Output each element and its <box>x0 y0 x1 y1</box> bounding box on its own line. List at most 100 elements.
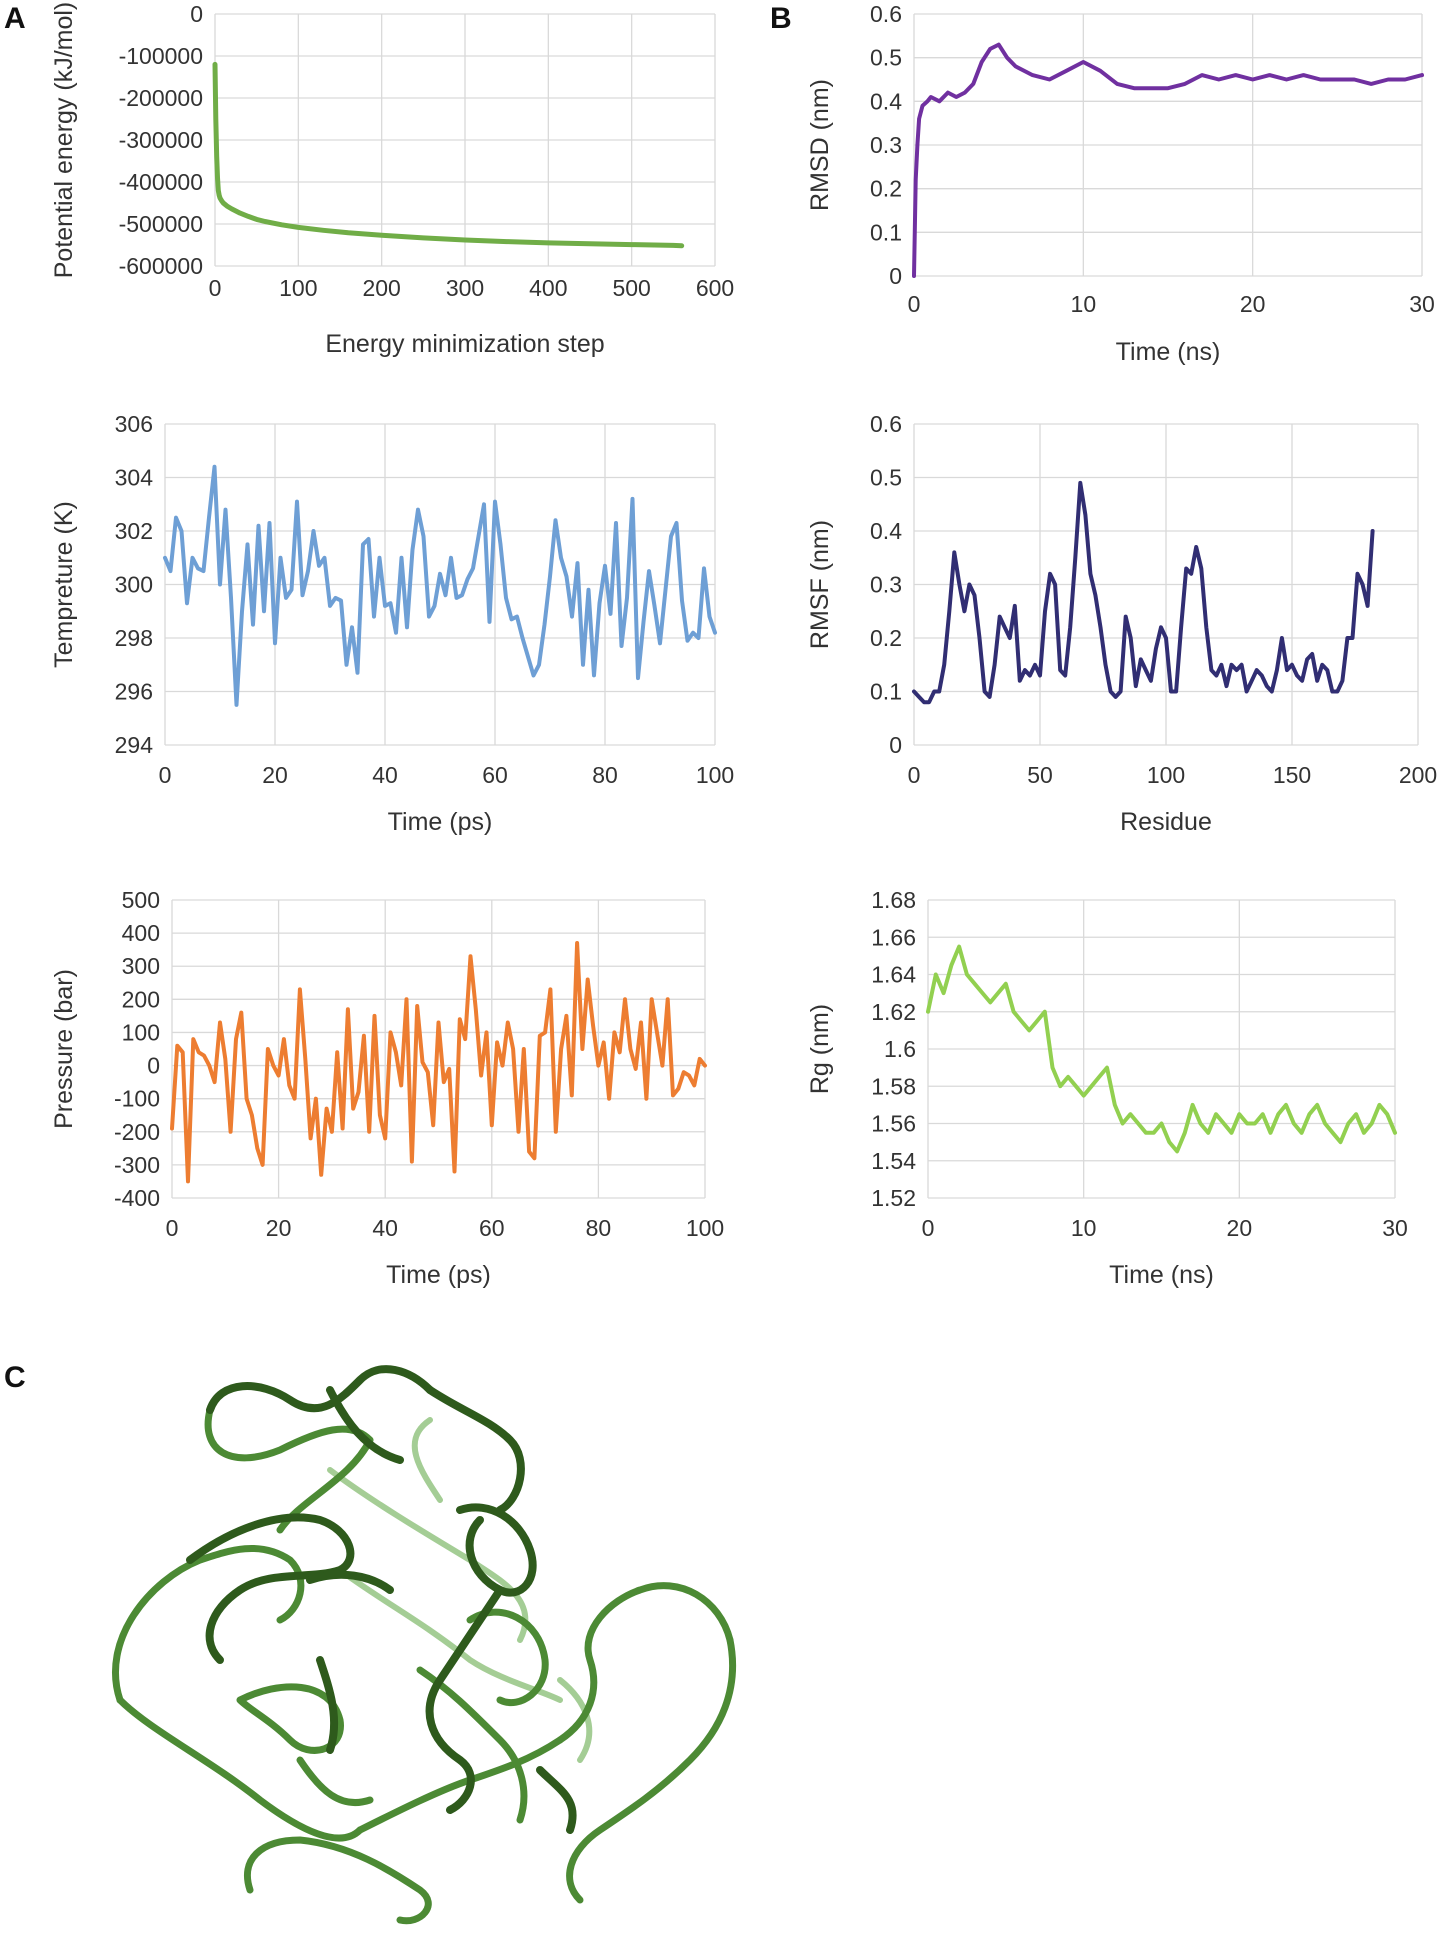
y-axis-label: Potential energy (kJ/mol) <box>50 2 78 279</box>
y-tick-label: 1.66 <box>871 924 916 950</box>
series-line <box>912 42 1424 278</box>
y-tick-label: 0 <box>889 263 902 289</box>
x-tick-label: 100 <box>686 1215 724 1241</box>
x-axis-label: Residue <box>1120 808 1212 836</box>
x-tick-label: 30 <box>1409 291 1435 317</box>
x-tick-label: 0 <box>209 275 222 301</box>
x-tick-label: 0 <box>908 291 921 317</box>
x-axis-label: Energy minimization step <box>325 330 604 358</box>
y-tick-label: 296 <box>115 679 153 705</box>
energy-chart: 0 100 200 300 400 500 600 0 -100000 -200000 -30000… <box>50 1 734 358</box>
y-tick-label: 1.54 <box>871 1148 916 1174</box>
y-tick-label: 0.1 <box>870 219 902 245</box>
y-tick-label: 0.5 <box>870 45 902 71</box>
y-tick-label: 1.64 <box>871 962 916 988</box>
y-tick-label: 200 <box>122 986 160 1012</box>
x-axis-label: Time (ps) <box>388 808 493 836</box>
pressure-chart: 0 20 40 60 80 100 -400 -300 -200 -100 0 100 200 300 40… <box>50 887 724 1289</box>
y-tick-label: 0.4 <box>870 88 902 114</box>
y-tick-label: 0.4 <box>870 518 902 544</box>
y-tick-label: 0.6 <box>870 1 902 27</box>
x-tick-label: 150 <box>1273 762 1311 788</box>
x-tick-label: 60 <box>482 762 508 788</box>
x-tick-label: 60 <box>479 1215 505 1241</box>
y-tick-label: 300 <box>115 572 153 598</box>
y-tick-label: 1.6 <box>884 1036 916 1062</box>
y-tick-label: 0 <box>147 1053 160 1079</box>
y-axis-label: RMSD (nm) <box>806 79 834 211</box>
temperature-chart: 0 20 40 60 80 100 294 296 298 300 302 304 306 Time (p… <box>50 411 734 836</box>
y-tick-label: -300 <box>114 1152 160 1178</box>
y-tick-label: 298 <box>115 625 153 651</box>
x-tick-label: 300 <box>446 275 484 301</box>
x-tick-label: 400 <box>529 275 567 301</box>
y-tick-label: -200 <box>114 1119 160 1145</box>
y-tick-label: 1.56 <box>871 1111 916 1137</box>
rmsf-chart: 0 50 100 150 200 0 0.1 0.2 0.3 0.4 0.5 0.6 Residue RM… <box>806 411 1437 836</box>
x-tick-label: 200 <box>1399 762 1437 788</box>
y-axis-label: RMSF (nm) <box>806 520 834 649</box>
y-tick-label: 0.3 <box>870 572 902 598</box>
y-tick-label: 0.1 <box>870 679 902 705</box>
y-tick-label: -100 <box>114 1086 160 1112</box>
x-axis-label: Time (ps) <box>386 1261 491 1289</box>
series-line <box>170 941 707 1184</box>
series-line <box>212 61 685 249</box>
y-tick-label: 300 <box>122 953 160 979</box>
x-tick-label: 50 <box>1027 762 1053 788</box>
y-tick-label: 306 <box>115 411 153 437</box>
y-tick-label: 0.2 <box>870 176 902 202</box>
y-tick-label: -600000 <box>119 253 203 279</box>
y-tick-label: 1.68 <box>871 887 916 913</box>
y-axis-label: Rg (nm) <box>806 1004 834 1094</box>
x-tick-label: 0 <box>922 1215 935 1241</box>
series-line <box>163 464 717 707</box>
x-tick-label: 20 <box>266 1215 292 1241</box>
x-tick-label: 10 <box>1071 291 1097 317</box>
y-tick-label: -100000 <box>119 43 203 69</box>
x-tick-label: 30 <box>1382 1215 1408 1241</box>
y-tick-label: -400000 <box>119 169 203 195</box>
x-tick-label: 80 <box>586 1215 612 1241</box>
x-tick-label: 20 <box>1240 291 1266 317</box>
x-tick-label: 0 <box>166 1215 179 1241</box>
x-tick-label: 100 <box>279 275 317 301</box>
x-tick-label: 0 <box>908 762 921 788</box>
y-tick-label: 1.52 <box>871 1185 916 1211</box>
x-tick-label: 100 <box>1147 762 1185 788</box>
y-tick-label: 294 <box>115 732 154 758</box>
y-axis-label: Pressure (bar) <box>50 969 78 1129</box>
panel-letter-a: A <box>4 2 26 35</box>
x-tick-label: 80 <box>592 762 618 788</box>
x-tick-label: 20 <box>1227 1215 1253 1241</box>
x-tick-label: 600 <box>696 275 734 301</box>
rg-chart: 0 10 20 30 1.52 1.54 1.56 1.58 1.6 1.62 1.64 1.66 1.… <box>806 887 1408 1289</box>
y-tick-label: 0.5 <box>870 465 902 491</box>
y-tick-label: 400 <box>122 920 160 946</box>
x-tick-label: 10 <box>1071 1215 1097 1241</box>
y-tick-label: 0 <box>190 1 203 27</box>
protein-structure-image <box>112 1365 737 1925</box>
x-tick-label: 20 <box>262 762 288 788</box>
panel-letter-c: C <box>4 1361 26 1394</box>
y-tick-label: 302 <box>115 518 153 544</box>
x-tick-label: 100 <box>696 762 734 788</box>
y-tick-label: -400 <box>114 1185 160 1211</box>
y-tick-label: -200000 <box>119 85 203 111</box>
series-line <box>926 944 1397 1154</box>
x-tick-label: 500 <box>612 275 650 301</box>
y-axis-label: Tempreture (K) <box>50 501 78 668</box>
y-tick-label: 0 <box>889 732 902 758</box>
series-line <box>912 480 1375 705</box>
y-tick-label: 500 <box>122 887 160 913</box>
rmsd-chart: 0 10 20 30 0 0.1 0.2 0.3 0.4 0.5 0.6 Time (ns) RMSD … <box>806 1 1435 366</box>
y-tick-label: -500000 <box>119 211 203 237</box>
y-tick-label: 304 <box>115 465 154 491</box>
y-tick-label: -300000 <box>119 127 203 153</box>
x-tick-label: 200 <box>362 275 400 301</box>
x-axis-label: Time (ns) <box>1109 1261 1214 1289</box>
x-tick-label: 40 <box>372 1215 398 1241</box>
y-tick-label: 0.2 <box>870 625 902 651</box>
x-tick-label: 40 <box>372 762 398 788</box>
